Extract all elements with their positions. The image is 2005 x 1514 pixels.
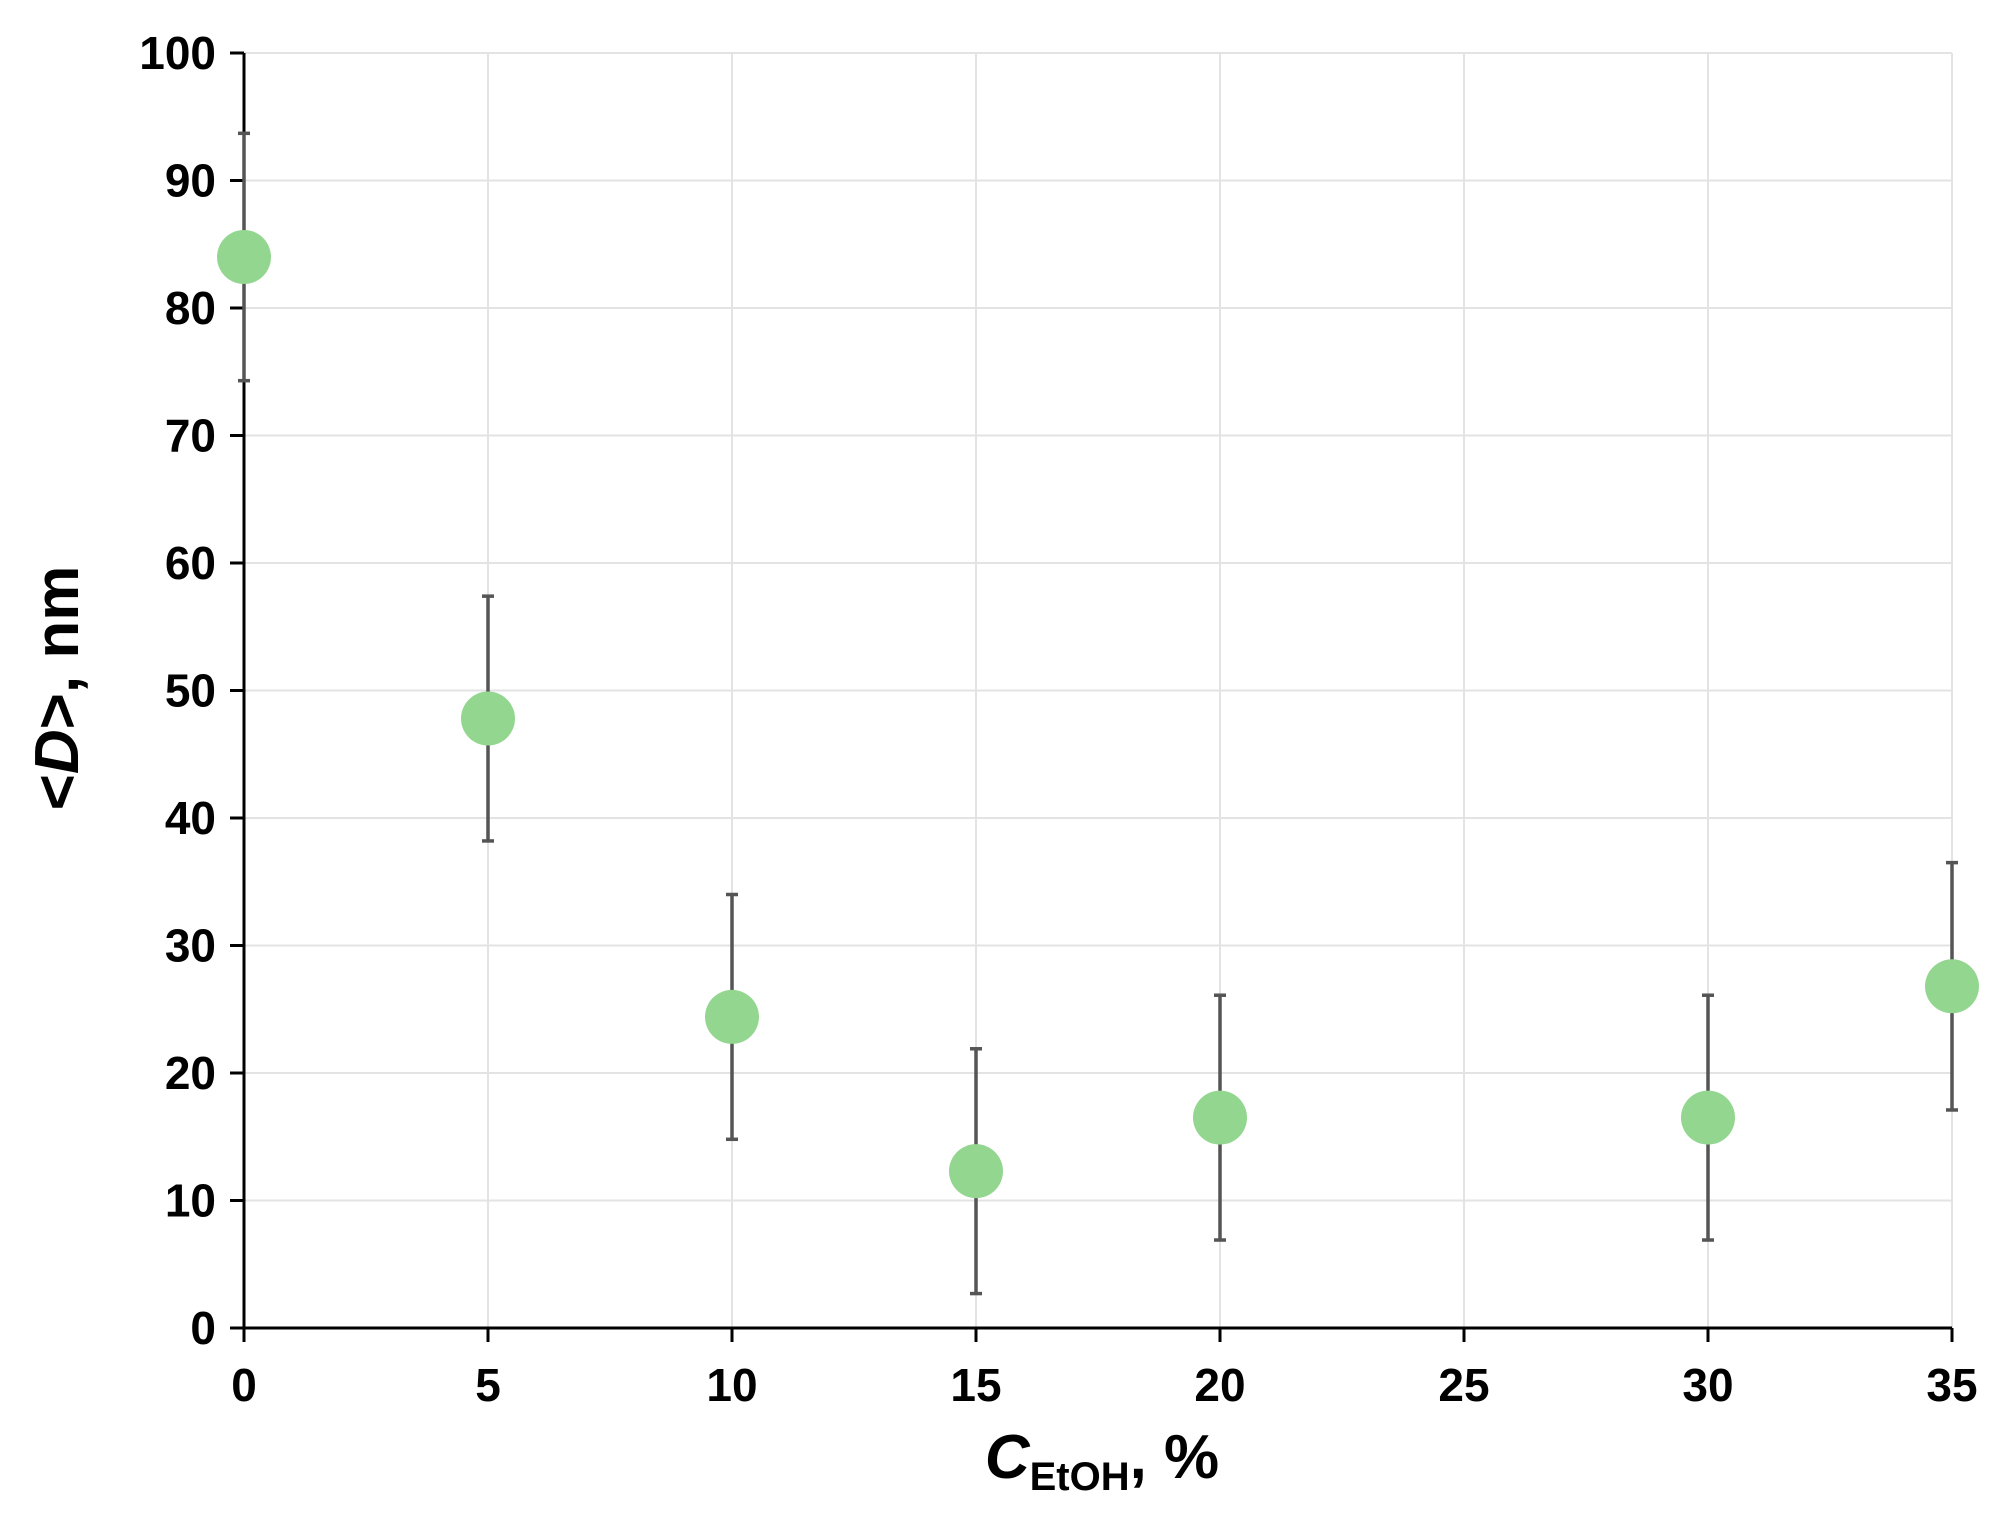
x-tick-label: 0 [231,1359,257,1411]
y-tick-label: 90 [165,155,216,207]
y-axis-title: <D>, nm [23,566,92,811]
x-axis-title-suffix: , % [1130,1423,1220,1492]
x-axis-title-var: C [985,1423,1031,1492]
y-tick-label: 80 [165,282,216,334]
x-tick-label: 5 [475,1359,501,1411]
data-point [461,691,515,746]
y-tick-label: 70 [165,410,216,462]
x-tick-label: 25 [1438,1359,1489,1411]
x-tick-label: 10 [706,1359,757,1411]
data-point [705,989,759,1044]
y-axis-title-open: < [23,774,92,810]
y-axis-title-close: >, nm [23,566,92,730]
y-tick-label: 50 [165,665,216,717]
y-tick-label: 30 [165,920,216,972]
x-tick-labels: 0 5 10 15 20 25 30 35 [231,1359,1977,1411]
data-point [1681,1090,1735,1145]
x-tick-label: 30 [1682,1359,1733,1411]
y-tick-label: 20 [165,1047,216,1099]
y-tick-labels: 0 10 20 30 40 50 60 70 80 90 100 [139,27,216,1354]
x-axis-title: CEtOH, % [985,1423,1219,1499]
x-tick-label: 20 [1194,1359,1245,1411]
data-points [217,230,1979,1199]
x-tick-label: 35 [1926,1359,1977,1411]
y-tick-label: 60 [165,537,216,589]
x-axis-title-sub: EtOH [1030,1455,1130,1499]
data-point [1925,959,1979,1014]
y-tick-label: 10 [165,1175,216,1227]
y-tick-label: 0 [190,1302,216,1354]
data-point [949,1144,1003,1199]
y-tick-label: 100 [139,27,216,79]
y-tick-label: 40 [165,792,216,844]
data-point [217,230,271,284]
data-point [1193,1090,1247,1145]
x-tick-label: 15 [950,1359,1001,1411]
y-axis-title-var: D [23,729,92,774]
